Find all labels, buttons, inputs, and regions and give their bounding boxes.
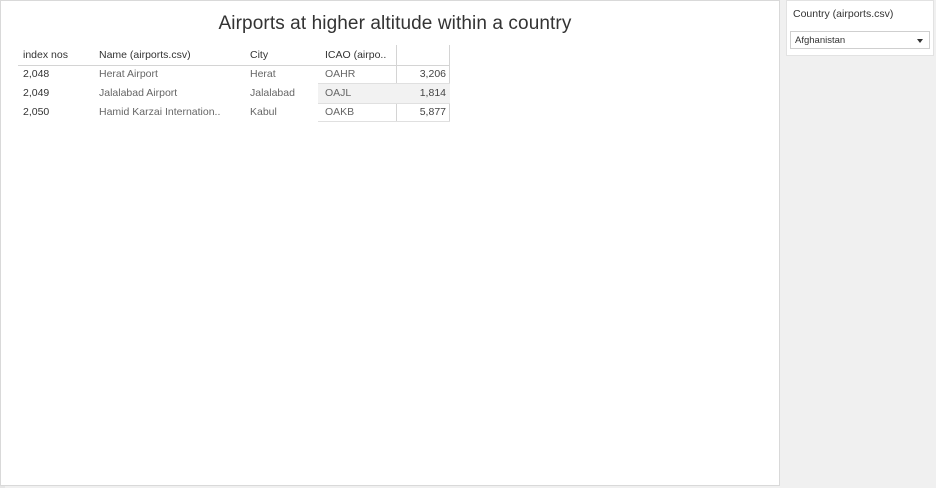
- cell-city: Jalalabad: [250, 87, 295, 99]
- table-row[interactable]: 2,048 Herat Airport Herat OAHR 3,206: [18, 65, 450, 84]
- country-dropdown[interactable]: Afghanistan: [790, 31, 930, 49]
- cell-altitude: 3,206: [419, 68, 446, 80]
- cell-name: Herat Airport: [99, 68, 158, 80]
- cell-icao: OAHR: [325, 68, 356, 80]
- row-band: [318, 84, 450, 103]
- table-row[interactable]: 2,050 Hamid Karzai Internation.. Kabul O…: [18, 103, 450, 122]
- row-divider: [318, 103, 450, 104]
- cell-icao: OAJL: [325, 87, 352, 99]
- cell-index: 2,048: [23, 68, 50, 80]
- table-row[interactable]: 2,049 Jalalabad Airport Jalalabad OAJL 1…: [18, 84, 450, 103]
- cell-index: 2,050: [23, 106, 50, 118]
- row-divider: [318, 121, 450, 122]
- cell-altitude: 1,814: [419, 87, 446, 99]
- header-city[interactable]: City: [250, 49, 269, 61]
- header-name[interactable]: Name (airports.csv): [99, 49, 191, 61]
- cell-name: Hamid Karzai Internation..: [99, 106, 221, 118]
- header-index[interactable]: index nos: [23, 49, 68, 61]
- cell-index: 2,049: [23, 87, 50, 99]
- row-divider: [318, 83, 450, 84]
- header-icao[interactable]: ICAO (airpo..: [325, 49, 387, 61]
- dashboard-title: Airports at higher altitude within a cou…: [218, 13, 572, 34]
- cell-icao: OAKB: [325, 106, 355, 118]
- cell-city: Herat: [250, 68, 276, 80]
- country-filter: Country (airports.csv) Afghanistan: [786, 0, 934, 56]
- cell-name: Jalalabad Airport: [99, 87, 178, 99]
- cell-city: Kabul: [250, 106, 277, 118]
- header-divider: [18, 65, 450, 66]
- filter-title: Country (airports.csv): [793, 8, 894, 20]
- dashboard-canvas: Airports at higher altitude within a cou…: [0, 0, 780, 486]
- chevron-down-icon[interactable]: [917, 39, 923, 43]
- dropdown-selected-value: Afghanistan: [795, 35, 846, 46]
- cell-altitude: 5,877: [419, 106, 446, 118]
